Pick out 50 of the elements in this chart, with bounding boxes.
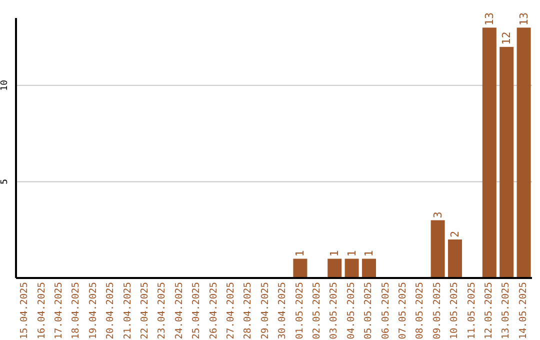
x-tick-label: 25.04.2025 (191, 282, 202, 340)
y-tick-label: 5 (0, 178, 10, 184)
data-label: 1 (328, 250, 342, 257)
x-tick-label: 21.04.2025 (122, 282, 134, 340)
data-label: 13 (517, 12, 530, 26)
data-label: 3 (431, 212, 444, 218)
data-label: 2 (448, 230, 462, 238)
x-tick-label: 27.04.2025 (226, 282, 236, 340)
x-tick-label: 15.04.2025 (19, 282, 30, 340)
bar (500, 46, 514, 278)
x-tick-label: 29.04.2025 (260, 282, 271, 340)
x-tick-label: 07.05.2025 (398, 282, 408, 340)
data-label: 13 (482, 12, 496, 26)
bar (344, 258, 359, 278)
x-tick-label: 24.04.2025 (174, 282, 185, 340)
y-tick-label: 10 (0, 80, 10, 91)
x-tick-label: 11.05.2025 (466, 282, 478, 340)
x-tick-label: 01.05.2025 (294, 282, 306, 340)
x-tick-label: 09.05.2025 (432, 282, 443, 340)
x-tick-label: 26.04.2025 (208, 282, 220, 340)
x-tick-label: 20.04.2025 (105, 282, 116, 340)
bar (328, 258, 342, 278)
bar (430, 220, 445, 278)
x-tick-label: 19.04.2025 (88, 282, 99, 340)
x-tick-label: 08.05.2025 (414, 282, 426, 340)
x-tick-label: 28.04.2025 (242, 282, 254, 340)
x-tick-label: 16.04.2025 (36, 282, 48, 340)
x-tick-label: 14.05.2025 (518, 282, 529, 340)
x-tick-label: 22.04.2025 (140, 282, 150, 340)
bar (516, 28, 531, 278)
x-tick-label: 03.05.2025 (328, 282, 340, 340)
data-label: 1 (294, 250, 307, 257)
x-tick-label: 10.05.2025 (449, 282, 460, 340)
bar (482, 28, 496, 278)
x-tick-label: 12.05.2025 (484, 282, 494, 340)
bar (362, 258, 376, 278)
bar (448, 239, 462, 278)
x-tick-label: 13.05.2025 (500, 282, 512, 340)
x-tick-label: 04.05.2025 (346, 282, 357, 340)
x-tick-label: 06.05.2025 (380, 282, 392, 340)
bar (293, 258, 308, 278)
x-tick-label: 30.04.2025 (277, 282, 288, 340)
x-tick-label: 18.04.2025 (70, 282, 82, 340)
x-tick-label: 02.05.2025 (312, 282, 322, 340)
data-label: 1 (345, 250, 358, 257)
x-tick-label: 05.05.2025 (363, 282, 374, 340)
data-label: 1 (362, 250, 376, 257)
data-label: 12 (500, 32, 514, 45)
x-tick-label: 17.04.2025 (54, 282, 64, 340)
x-tick-label: 23.04.2025 (156, 282, 168, 340)
